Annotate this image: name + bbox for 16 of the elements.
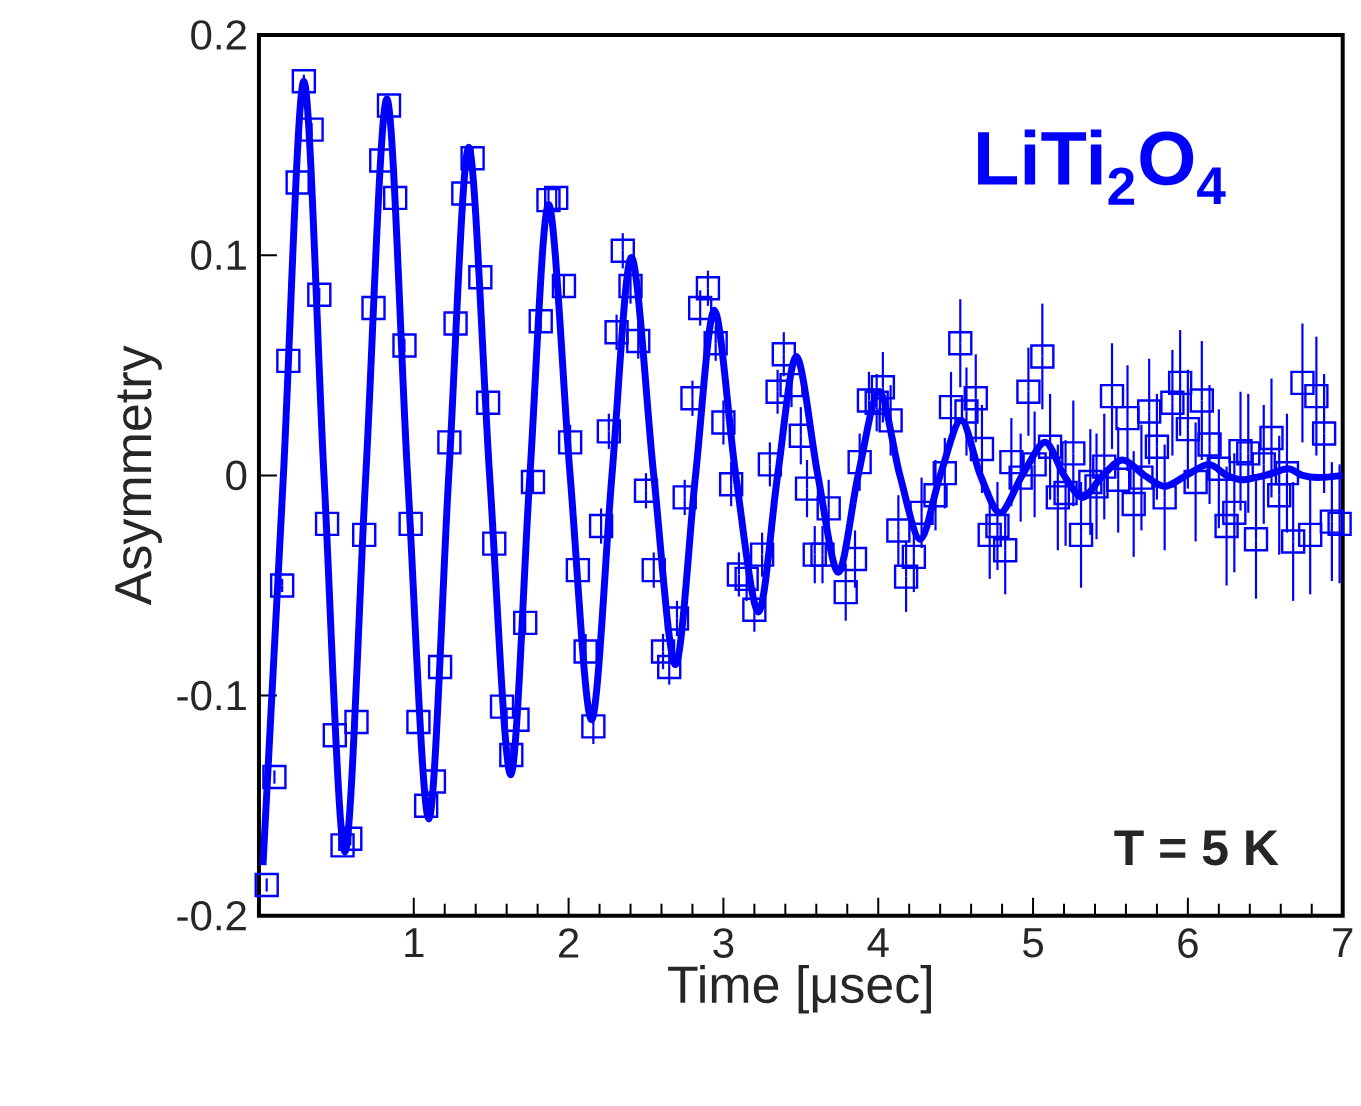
x-tick-label: 3 xyxy=(713,928,734,959)
annotation: T = 5 K xyxy=(1114,830,1279,866)
annotation: LiTi$_{2}$O$_{4}$ xyxy=(978,129,1226,205)
x-tick-label: 7 xyxy=(1333,928,1353,958)
x-tick-label: 6 xyxy=(1178,928,1198,959)
y-axis-title: Asymmetry xyxy=(115,345,162,606)
y-tick-label: 0.2 xyxy=(191,20,246,50)
y-tick-label: -0.2 xyxy=(177,901,246,931)
y-tick-label: 0 xyxy=(226,460,247,491)
y-tick-label: -0.1 xyxy=(177,680,246,711)
x-tick-label: 2 xyxy=(559,928,579,958)
x-axis-title: Time [μsec] xyxy=(668,965,931,1014)
x-tick-label: 4 xyxy=(867,928,889,958)
x-tick-label: 5 xyxy=(1023,928,1043,958)
x-tick-label: 1 xyxy=(405,928,424,958)
y-tick-label: 0.1 xyxy=(191,240,246,271)
